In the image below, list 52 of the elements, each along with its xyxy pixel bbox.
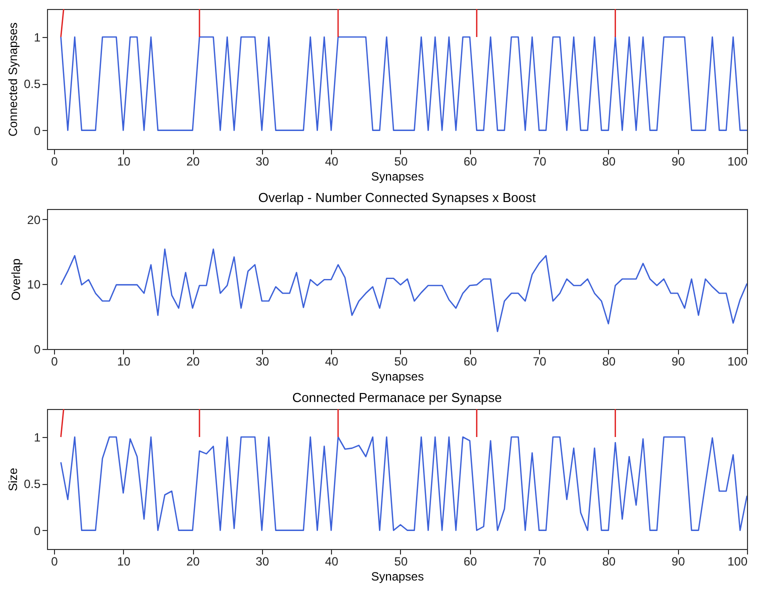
- x-axis-title: Synapses: [371, 170, 424, 184]
- x-tick-label: 20: [186, 354, 200, 368]
- x-tick-label: 80: [602, 554, 616, 568]
- x-axis-title: Synapses: [371, 570, 424, 584]
- x-tick-label: 10: [117, 154, 131, 168]
- x-tick-label: 70: [532, 554, 547, 568]
- y-tick-label: 0.5: [24, 77, 41, 92]
- y-tick-label: 0: [34, 524, 41, 538]
- x-tick-label: 70: [532, 354, 547, 368]
- x-tick-label: 40: [324, 554, 339, 568]
- y-tick-label: 20: [27, 212, 41, 227]
- x-tick-label: 50: [394, 154, 408, 168]
- x-tick-label: 60: [464, 354, 478, 368]
- x-tick-label: 20: [186, 554, 200, 568]
- x-tick-label: 10: [117, 354, 131, 368]
- x-tick-label: 50: [394, 354, 408, 368]
- chart-title: Connected Permanace per Synapse: [292, 390, 502, 405]
- x-tick-label: 30: [256, 554, 270, 568]
- x-tick-label: 80: [602, 354, 616, 368]
- x-tick-label: 60: [464, 554, 478, 568]
- line-series: [60, 248, 747, 332]
- x-tick-label: 100: [727, 154, 748, 168]
- x-tick-label: 0: [51, 154, 58, 168]
- x-tick-label: 90: [672, 154, 686, 168]
- x-tick-label: 90: [672, 354, 686, 368]
- y-tick-label: 0: [34, 124, 41, 138]
- line-series: [60, 436, 747, 531]
- x-tick-label: 40: [324, 354, 339, 368]
- x-tick-label: 0: [51, 354, 58, 368]
- y-axis-title: Connected Synapses: [6, 22, 20, 137]
- x-tick-label: 100: [727, 554, 748, 568]
- y-tick-label: 1: [34, 30, 41, 44]
- x-tick-label: 50: [394, 554, 408, 568]
- y-tick-label: 0.5: [24, 477, 41, 492]
- y-tick-label: 0: [34, 342, 41, 356]
- x-tick-label: 10: [117, 554, 131, 568]
- x-axis-title: Synapses: [371, 370, 424, 384]
- x-tick-label: 40: [324, 154, 339, 168]
- x-tick-label: 70: [532, 154, 547, 168]
- x-tick-label: 20: [186, 154, 200, 168]
- y-tick-label: 1: [34, 430, 41, 444]
- x-tick-label: 100: [727, 354, 748, 368]
- x-tick-label: 80: [602, 154, 616, 168]
- x-tick-label: 30: [256, 354, 270, 368]
- x-tick-label: 60: [464, 154, 478, 168]
- x-tick-label: 0: [51, 554, 58, 568]
- y-tick-label: 10: [27, 278, 41, 292]
- y-axis-title: Overlap: [9, 258, 24, 301]
- y-axis-title: Size: [6, 468, 20, 492]
- x-tick-label: 30: [256, 154, 270, 168]
- chart-title: Overlap - Number Connected Synapses x Boost: [258, 190, 536, 205]
- x-tick-label: 90: [672, 554, 686, 568]
